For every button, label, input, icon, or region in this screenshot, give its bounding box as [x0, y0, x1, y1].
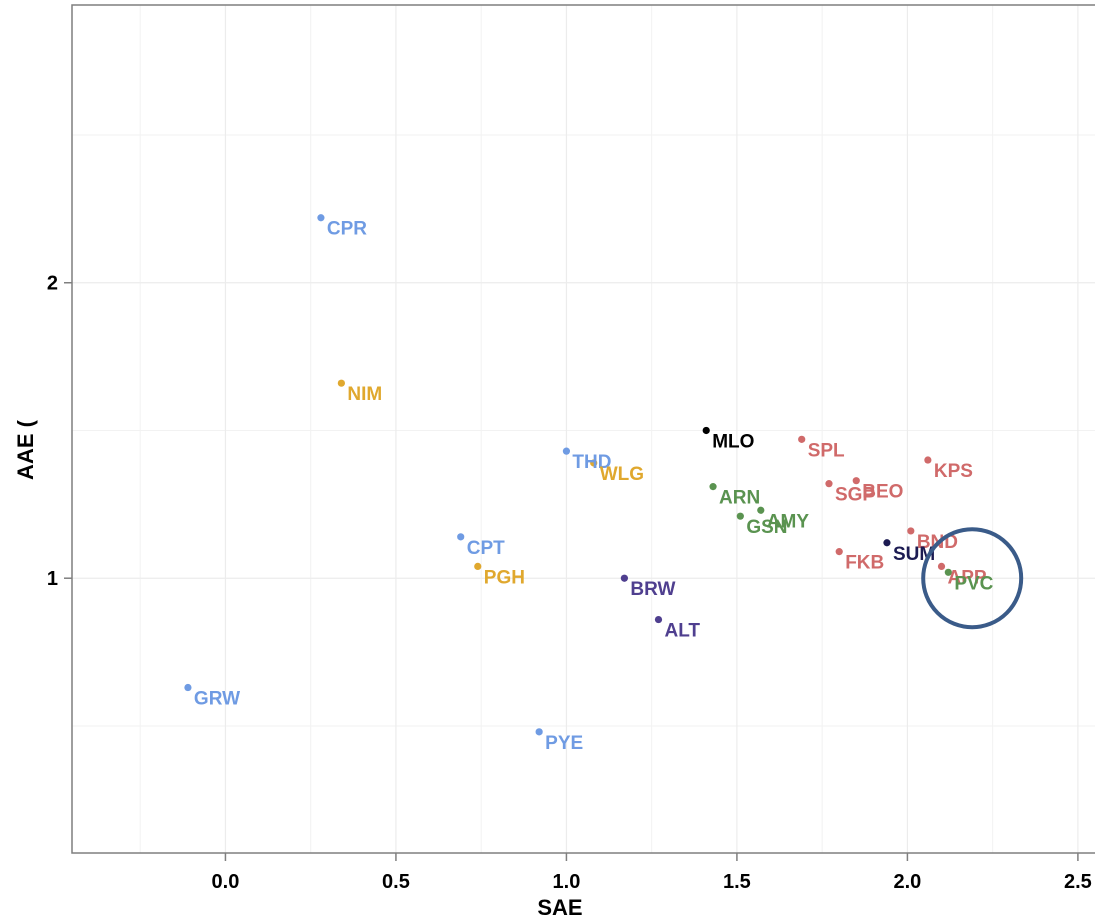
data-point	[702, 426, 710, 435]
data-point	[835, 548, 843, 556]
point-label: CPR	[327, 219, 367, 240]
point-label: SPL	[808, 440, 845, 461]
data-point	[590, 459, 598, 467]
point-label: PVC	[954, 573, 993, 594]
y-axis-title: AAE (	[13, 419, 38, 480]
data-point	[852, 477, 860, 485]
x-tick-label: 2.0	[894, 871, 922, 893]
point-label: WLG	[600, 464, 644, 485]
highlight-circle	[921, 527, 1024, 630]
point-label: BRW	[630, 579, 675, 600]
data-point	[883, 539, 891, 547]
data-point	[474, 562, 482, 570]
y-tick-label: 2	[47, 273, 58, 295]
point-label: MLO	[712, 431, 754, 452]
data-point	[184, 683, 192, 692]
point-label: SGP	[835, 485, 875, 506]
data-point	[654, 615, 663, 624]
point-label: GRW	[194, 689, 240, 710]
x-tick-label: 2.5	[1064, 871, 1092, 893]
point-label: NIM	[347, 384, 382, 405]
point-label: BEO	[862, 482, 903, 503]
point-label: THD	[572, 452, 611, 473]
x-tick-label: 1.5	[723, 871, 751, 893]
plot-panel-border	[71, 4, 1095, 854]
point-label: KPS	[934, 461, 973, 482]
data-point	[907, 527, 915, 535]
data-point	[709, 483, 717, 491]
x-axis-title: SAE	[537, 895, 582, 920]
highlight-annotation	[921, 527, 1024, 630]
data-point	[562, 447, 571, 455]
point-label: APP	[948, 567, 987, 588]
point-label: PGH	[484, 567, 525, 588]
data-point	[620, 574, 628, 582]
point-label: CPT	[467, 538, 505, 559]
data-point	[736, 512, 744, 520]
data-point	[944, 568, 952, 576]
data-point	[937, 562, 946, 570]
data-point	[337, 379, 345, 387]
x-tick-label: 1.0	[553, 871, 581, 893]
data-points	[184, 214, 952, 736]
x-tick-label: 0.5	[382, 871, 410, 893]
data-point	[924, 456, 932, 464]
point-label: ARN	[719, 488, 760, 509]
data-point	[757, 506, 765, 514]
point-label: FKB	[845, 553, 884, 574]
point-label: SUM	[893, 544, 935, 565]
y-tick-label: 1	[47, 568, 58, 590]
point-label: AMY	[767, 511, 810, 532]
data-point	[317, 214, 325, 222]
point-label: ALT	[664, 621, 700, 642]
point-label: PYE	[545, 733, 583, 754]
data-point	[535, 728, 543, 736]
data-point	[825, 480, 833, 488]
grid-lines	[72, 5, 1095, 853]
data-point	[457, 533, 465, 541]
data-point	[798, 435, 806, 443]
axis-ticks: 0.0 0.5 1.0 1.5 2.0 2.5 1 2	[47, 273, 1092, 893]
point-label: GSN	[746, 517, 787, 538]
x-tick-label: 0.0	[212, 871, 240, 893]
